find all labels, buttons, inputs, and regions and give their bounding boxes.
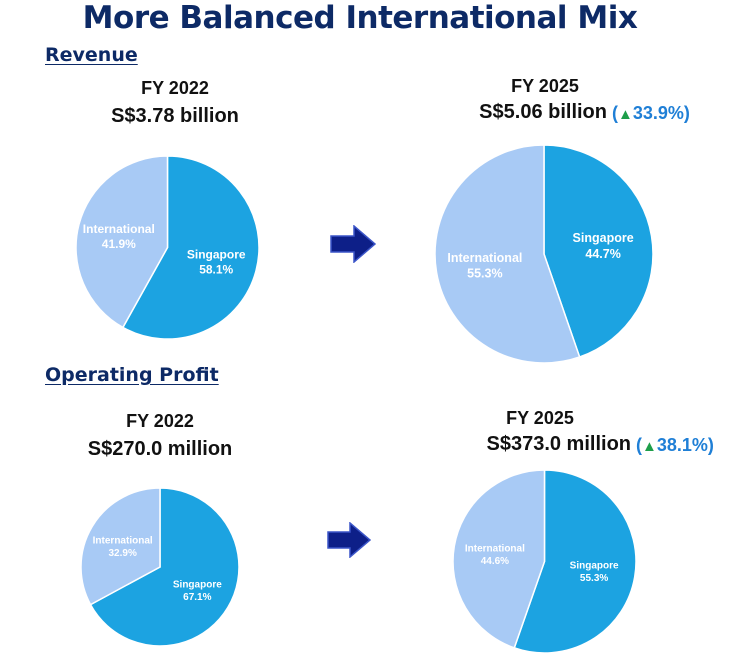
rev-2022-year: FY 2022 [141,78,209,98]
section-heading-operating-profit: Operating Profit [45,364,219,386]
pie-slice-value-label: 44.6% [481,556,509,567]
pie-slice-value-label: 55.3% [467,267,502,281]
op-2025-change: (▲38.1%) [636,435,714,455]
op-2022-header: FY 2022 S$270.0 million [80,411,240,461]
pie-slice-value-label: 58.1% [199,262,233,276]
rev-2025-amount: S$5.06 billion [479,101,607,123]
pie-slice-label: Singapore [187,247,246,261]
pie-slice-label: Singapore [173,580,222,591]
pie-slice-label: Singapore [573,231,634,245]
section-heading-revenue: Revenue [45,44,138,66]
pie-slice-value-label: 44.7% [585,247,620,261]
pie-slice-value-label: 41.9% [102,237,136,251]
pie-slice-label: International [447,251,522,265]
up-triangle-icon: ▲ [618,106,633,123]
rev-2025-year: FY 2025 [511,76,579,96]
rev-2022-header: FY 2022 S$3.78 billion [95,78,255,128]
pie-slice-international [80,487,161,606]
right-arrow-shape [330,225,376,263]
pie-slice-value-label: 32.9% [108,548,136,559]
op-2025-year: FY 2025 [506,408,574,428]
pie-slice-international [434,144,581,364]
right-arrow-icon [327,522,371,558]
op-2022-amount: S$270.0 million [87,438,233,460]
op-2025-amount: S$373.0 million [486,433,631,455]
page-title: More Balanced International Mix [82,0,638,36]
pie-slice-international [452,469,546,649]
revenue-fy2025-pie-chart: Singapore 44.7% International 55.3% [434,144,654,364]
pie-slice-label: International [83,222,155,236]
pie-slice-value-label: 55.3% [580,573,608,584]
pie-slice-label: International [93,535,153,546]
op-2025-change-value: 38.1% [656,435,708,455]
op-2022-year: FY 2022 [126,411,194,431]
pie-slice-singapore [121,155,260,340]
pie-slice-singapore [543,144,654,358]
pie-slice-singapore [89,487,240,647]
rev-2025-change-value: 33.9% [632,103,684,123]
pie-slice-label: Singapore [570,560,619,571]
rev-2022-amount: S$3.78 billion [111,105,239,127]
up-triangle-icon: ▲ [642,438,657,455]
right-arrow-icon [330,225,376,263]
rev-2025-change: (▲33.9%) [612,103,690,123]
pie-slice-label: International [465,544,525,555]
right-arrow-shape [327,522,371,558]
pie-slice-value-label: 67.1% [183,592,211,603]
pie-slice-international [75,155,169,329]
